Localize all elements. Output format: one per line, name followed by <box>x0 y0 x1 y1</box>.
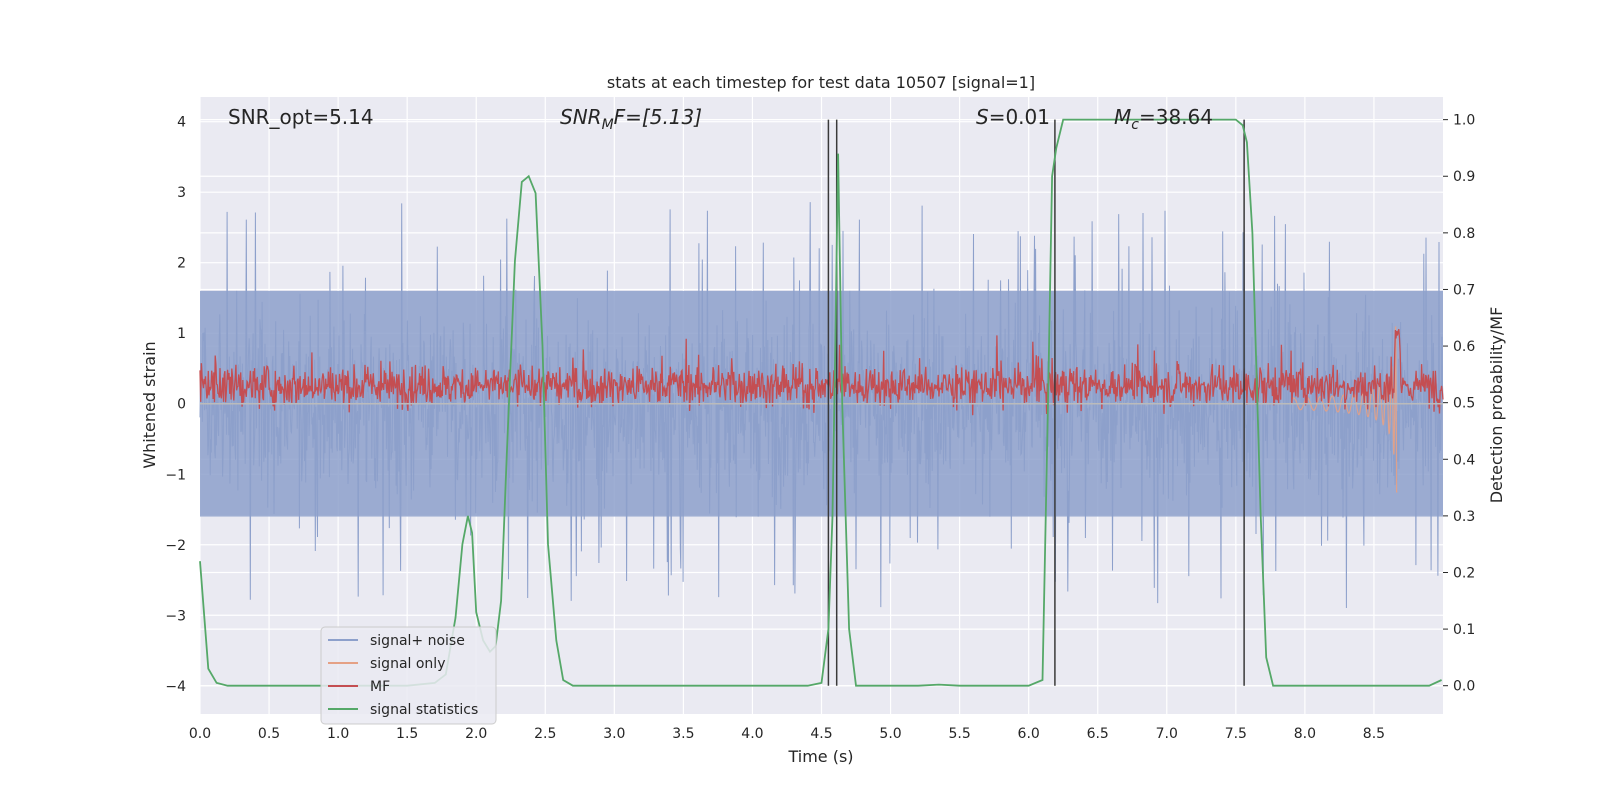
legend: signal+ noise signal only MF signal stat… <box>320 626 497 725</box>
y-tick-label-right: 0.5 <box>1453 396 1475 412</box>
signal-noise-line <box>199 202 1444 609</box>
y-tick-label-right: 0.7 <box>1453 282 1475 298</box>
y-tick-label-left: −4 <box>165 679 186 695</box>
x-tick-label: 7.0 <box>1156 726 1178 742</box>
y-tick-label-left: −3 <box>165 608 186 624</box>
x-tick-label: 0.5 <box>258 726 280 742</box>
x-tick-label: 1.0 <box>327 726 349 742</box>
y-tick-label-right: 0.9 <box>1453 169 1475 185</box>
legend-box <box>320 626 497 725</box>
legend-label-mf: MF <box>370 679 390 695</box>
legend-label-signal-only: signal only <box>370 656 445 672</box>
x-tick-label: 1.5 <box>396 726 418 742</box>
annotation-s: S=0.01 <box>976 105 1050 129</box>
y-tick-label-right: 0.1 <box>1453 622 1475 638</box>
legend-label-signal-noise: signal+ noise <box>370 633 465 649</box>
x-tick-label: 4.5 <box>810 726 832 742</box>
y-tick-label-right: 0.4 <box>1453 452 1475 468</box>
x-tick-label: 8.5 <box>1363 726 1385 742</box>
legend-label-signal-statistics: signal statistics <box>370 702 478 718</box>
axis-ticks: 0.0 0.5 1.0 1.5 2.0 2.5 3.0 3.5 4.0 4.5 5.0 5.5 6.0 6… <box>165 113 1475 742</box>
y-tick-label-left: 4 <box>177 115 186 131</box>
y-tick-label-left: −1 <box>165 467 186 483</box>
y-tick-label-left: 1 <box>177 326 186 342</box>
y-tick-label-left: 0 <box>177 397 186 413</box>
y-tick-label-right: 0.3 <box>1453 509 1475 525</box>
annotation-snr-mf: SNRMF=[5.13] <box>560 105 702 133</box>
y-axis-label-left: Whitened strain <box>140 341 159 468</box>
x-tick-label: 2.5 <box>534 726 556 742</box>
chart-title: stats at each timestep for test data 105… <box>607 73 1035 92</box>
y-tick-label-left: −2 <box>165 538 186 554</box>
y-tick-label-right: 0.0 <box>1453 679 1475 695</box>
x-tick-label: 6.0 <box>1018 726 1040 742</box>
x-tick-label: 5.5 <box>948 726 970 742</box>
x-tick-label: 4.0 <box>741 726 763 742</box>
annotation-mc: Mc=38.64 <box>1114 105 1213 133</box>
y-tick-label-right: 0.2 <box>1453 565 1475 581</box>
y-tick-label-right: 1.0 <box>1453 113 1475 129</box>
y-axis-label-right: Detection probability/MF <box>1487 307 1506 504</box>
annotation-snr-opt: SNR_opt=5.14 <box>228 105 374 129</box>
y-tick-label-right: 0.6 <box>1453 339 1475 355</box>
x-axis-label: Time (s) <box>787 747 853 766</box>
x-tick-label: 6.5 <box>1087 726 1109 742</box>
x-tick-label: 8.0 <box>1294 726 1316 742</box>
y-tick-label-right: 0.8 <box>1453 226 1475 242</box>
x-tick-label: 3.0 <box>603 726 625 742</box>
signal-statistics-series <box>199 118 1442 687</box>
y-tick-label-left: 3 <box>177 185 186 201</box>
x-tick-label: 5.0 <box>879 726 901 742</box>
x-tick-label: 7.5 <box>1225 726 1247 742</box>
x-tick-label: 3.5 <box>672 726 694 742</box>
x-tick-label: 2.0 <box>465 726 487 742</box>
y-tick-label-left: 2 <box>177 256 186 272</box>
x-tick-label: 0.0 <box>189 726 211 742</box>
signal-statistics-line <box>199 118 1442 687</box>
